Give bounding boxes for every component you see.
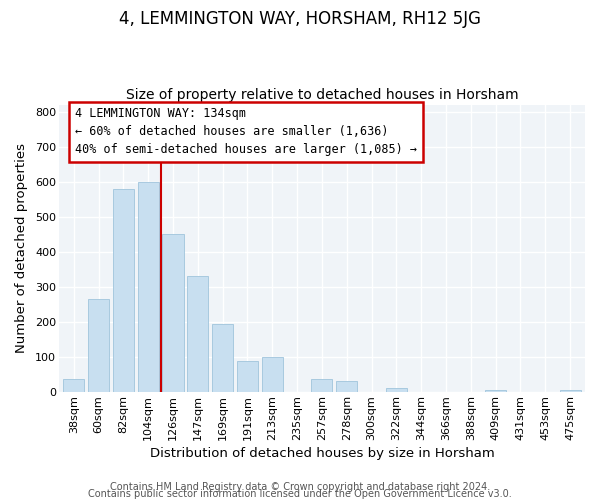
Bar [311, 379, 332, 392]
Bar [63, 379, 84, 392]
Text: Contains HM Land Registry data © Crown copyright and database right 2024.: Contains HM Land Registry data © Crown c… [110, 482, 490, 492]
Y-axis label: Number of detached properties: Number of detached properties [15, 144, 28, 354]
Text: 4, LEMMINGTON WAY, HORSHAM, RH12 5JG: 4, LEMMINGTON WAY, HORSHAM, RH12 5JG [119, 10, 481, 28]
Text: Contains public sector information licensed under the Open Government Licence v3: Contains public sector information licen… [88, 489, 512, 499]
X-axis label: Distribution of detached houses by size in Horsham: Distribution of detached houses by size … [149, 447, 494, 460]
Bar [336, 380, 357, 392]
Bar [237, 360, 258, 392]
Text: 4 LEMMINGTON WAY: 134sqm
← 60% of detached houses are smaller (1,636)
40% of sem: 4 LEMMINGTON WAY: 134sqm ← 60% of detach… [74, 108, 416, 156]
Bar [386, 388, 407, 392]
Bar [88, 299, 109, 392]
Bar [113, 188, 134, 392]
Bar [262, 357, 283, 392]
Bar [137, 182, 159, 392]
Bar [187, 276, 208, 392]
Bar [560, 390, 581, 392]
Bar [212, 324, 233, 392]
Bar [485, 390, 506, 392]
Bar [163, 234, 184, 392]
Title: Size of property relative to detached houses in Horsham: Size of property relative to detached ho… [125, 88, 518, 102]
